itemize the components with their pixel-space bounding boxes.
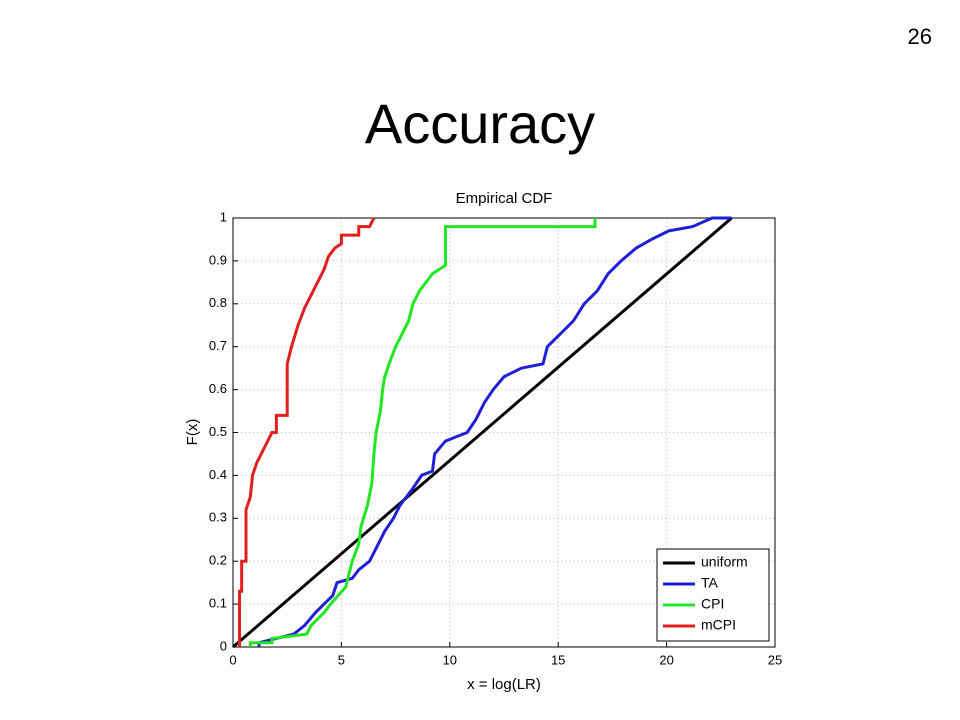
x-axis-label: x = log(LR) bbox=[467, 676, 541, 693]
legend-label: uniform bbox=[701, 554, 748, 570]
x-tick-label: 25 bbox=[768, 652, 782, 667]
slide-title: Accuracy bbox=[365, 92, 595, 155]
y-tick-label: 0.9 bbox=[209, 252, 227, 267]
slide-number: 26 bbox=[908, 24, 932, 49]
y-tick-label: 0.2 bbox=[209, 553, 227, 568]
series-line bbox=[238, 217, 376, 647]
y-tick-label: 0.8 bbox=[209, 295, 227, 310]
x-tick-label: 0 bbox=[229, 652, 236, 667]
chart-title: Empirical CDF bbox=[456, 190, 553, 207]
y-axis-label: F(x) bbox=[184, 419, 201, 446]
x-tick-label: 15 bbox=[551, 652, 565, 667]
y-tick-label: 0.1 bbox=[209, 596, 227, 611]
y-tick-label: 0.3 bbox=[209, 510, 227, 525]
x-tick-label: 20 bbox=[659, 652, 673, 667]
series-line bbox=[248, 218, 597, 647]
y-tick-label: 0.5 bbox=[209, 424, 227, 439]
y-tick-label: 0.6 bbox=[209, 381, 227, 396]
x-tick-label: 10 bbox=[443, 652, 457, 667]
series-line bbox=[257, 216, 732, 647]
y-tick-label: 1 bbox=[220, 209, 227, 224]
y-tick-label: 0.4 bbox=[209, 467, 227, 482]
y-tick-label: 0 bbox=[220, 638, 227, 653]
x-tick-label: 5 bbox=[338, 652, 345, 667]
legend-label: mCPI bbox=[701, 617, 736, 633]
series-line bbox=[232, 216, 733, 649]
y-tick-label: 0.7 bbox=[209, 338, 227, 353]
axes-box bbox=[232, 217, 776, 648]
legend-label: CPI bbox=[701, 596, 724, 612]
legend-label: TA bbox=[701, 575, 719, 591]
